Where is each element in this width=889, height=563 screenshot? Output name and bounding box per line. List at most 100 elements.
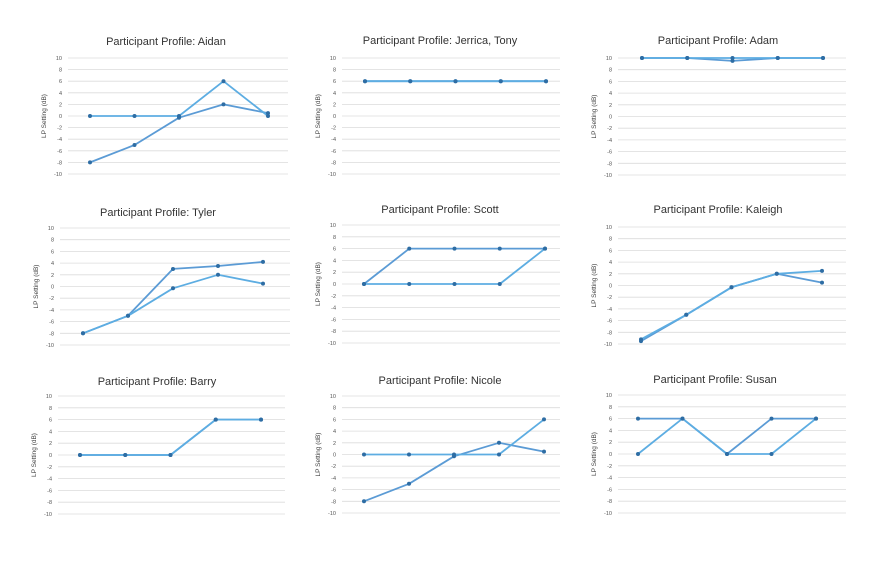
data-point <box>126 313 130 318</box>
y-tick-label: -4 <box>331 306 336 312</box>
y-axis-label: LP Setting (dB) <box>591 432 598 476</box>
data-point <box>497 452 501 457</box>
y-tick-label: -10 <box>604 342 612 348</box>
y-tick-label: -4 <box>607 307 612 313</box>
y-tick-label: 10 <box>330 56 336 62</box>
y-tick-label: 8 <box>609 68 612 74</box>
data-point <box>177 114 181 118</box>
chart-title: Participant Profile: Aidan <box>106 36 226 48</box>
data-point <box>821 56 825 60</box>
y-tick-label: 0 <box>51 285 54 291</box>
data-point <box>542 449 546 454</box>
series-line <box>89 103 269 164</box>
data-point <box>730 58 735 63</box>
data-point <box>259 417 263 422</box>
chart-panel: Participant Profile: Nicole 10 8 6 4 2 0 -2 -4 -6… <box>315 375 560 517</box>
y-tick-label: 6 <box>51 249 54 255</box>
y-tick-label: -8 <box>331 329 336 335</box>
y-tick-label: -10 <box>44 512 52 518</box>
data-point <box>408 79 413 84</box>
y-tick-label: 2 <box>333 270 336 276</box>
y-tick-label: 8 <box>49 406 52 412</box>
y-tick-label: -8 <box>49 331 54 337</box>
y-tick-label: 2 <box>609 272 612 278</box>
y-tick-label: 0 <box>59 114 62 120</box>
data-point <box>78 453 82 457</box>
data-point <box>407 452 411 457</box>
y-axis-label: LP Setting (dB) <box>591 264 598 308</box>
y-tick-label: -8 <box>607 499 612 505</box>
y-tick-label: 8 <box>609 405 612 411</box>
data-point <box>123 453 128 457</box>
data-point <box>213 417 218 422</box>
data-point <box>820 268 824 273</box>
y-tick-label: 8 <box>333 235 336 241</box>
chart-panel: Participant Profile: Kaleigh 10 8 6 4 2 0 -2 -4 -… <box>591 204 846 348</box>
y-tick-label: 2 <box>59 102 62 108</box>
series-line <box>364 247 546 285</box>
data-point <box>543 246 547 251</box>
y-tick-label: 0 <box>333 114 336 120</box>
y-tick-label: -8 <box>331 499 336 505</box>
y-tick-label: -6 <box>607 319 612 325</box>
chart-title: Participant Profile: Susan <box>653 374 777 386</box>
data-point <box>639 337 643 342</box>
data-point <box>497 440 501 445</box>
y-tick-label: -10 <box>54 172 62 178</box>
data-point <box>769 452 774 456</box>
data-point <box>820 280 824 285</box>
series-line <box>82 273 264 335</box>
y-tick-label: 2 <box>333 441 336 447</box>
y-tick-label: -2 <box>607 295 612 301</box>
y-axis-label: LP Setting (dB) <box>315 262 322 306</box>
data-point <box>363 79 367 84</box>
series-line <box>90 80 269 117</box>
chart-title: Participant Profile: Barry <box>98 376 217 388</box>
y-axis-label: LP Setting (dB) <box>41 94 48 138</box>
data-point <box>266 114 270 118</box>
y-tick-label: -8 <box>57 160 62 166</box>
data-point <box>636 416 640 421</box>
data-point <box>88 160 92 165</box>
data-point <box>769 416 774 421</box>
series-line <box>80 418 261 456</box>
data-point <box>407 481 411 486</box>
series-line <box>363 247 545 285</box>
data-point <box>680 416 685 421</box>
y-tick-label: -6 <box>47 488 52 494</box>
data-point <box>261 281 265 286</box>
y-tick-label: -10 <box>46 343 54 349</box>
data-point <box>814 416 818 421</box>
y-tick-label: -6 <box>607 150 612 156</box>
series-line <box>640 272 823 342</box>
data-point <box>171 286 175 291</box>
y-tick-label: -4 <box>607 476 612 482</box>
data-point <box>452 452 456 457</box>
y-tick-label: -2 <box>607 464 612 470</box>
data-point <box>725 452 729 456</box>
y-tick-label: 6 <box>333 417 336 423</box>
data-point <box>684 312 689 317</box>
y-tick-label: -2 <box>331 126 336 132</box>
y-tick-label: -10 <box>328 341 336 347</box>
y-tick-label: -10 <box>328 511 336 517</box>
y-tick-label: 6 <box>49 418 52 424</box>
y-tick-label: -10 <box>604 511 612 517</box>
series-line <box>363 441 545 503</box>
chart-panel: Participant Profile: Barry 10 8 6 4 2 0 -2 -4 -6 -… <box>31 376 285 518</box>
data-point <box>221 79 226 84</box>
y-tick-label: 2 <box>51 273 54 279</box>
y-tick-label: -8 <box>331 160 336 166</box>
y-tick-label: 6 <box>333 79 336 85</box>
series-line <box>80 418 261 456</box>
y-axis-label: LP Setting (dB) <box>315 94 322 138</box>
y-tick-label: 10 <box>606 225 612 231</box>
y-tick-label: 0 <box>333 453 336 459</box>
y-axis-label: LP Setting (dB) <box>31 433 38 477</box>
chart-panel: Participant Profile: Aidan 10 8 6 4 2 0 -2 -4 -6 -… <box>41 36 288 178</box>
data-point <box>730 56 735 60</box>
y-tick-label: -4 <box>49 308 54 314</box>
y-tick-label: -2 <box>331 464 336 470</box>
y-tick-label: 0 <box>609 115 612 121</box>
y-tick-label: 10 <box>330 394 336 400</box>
